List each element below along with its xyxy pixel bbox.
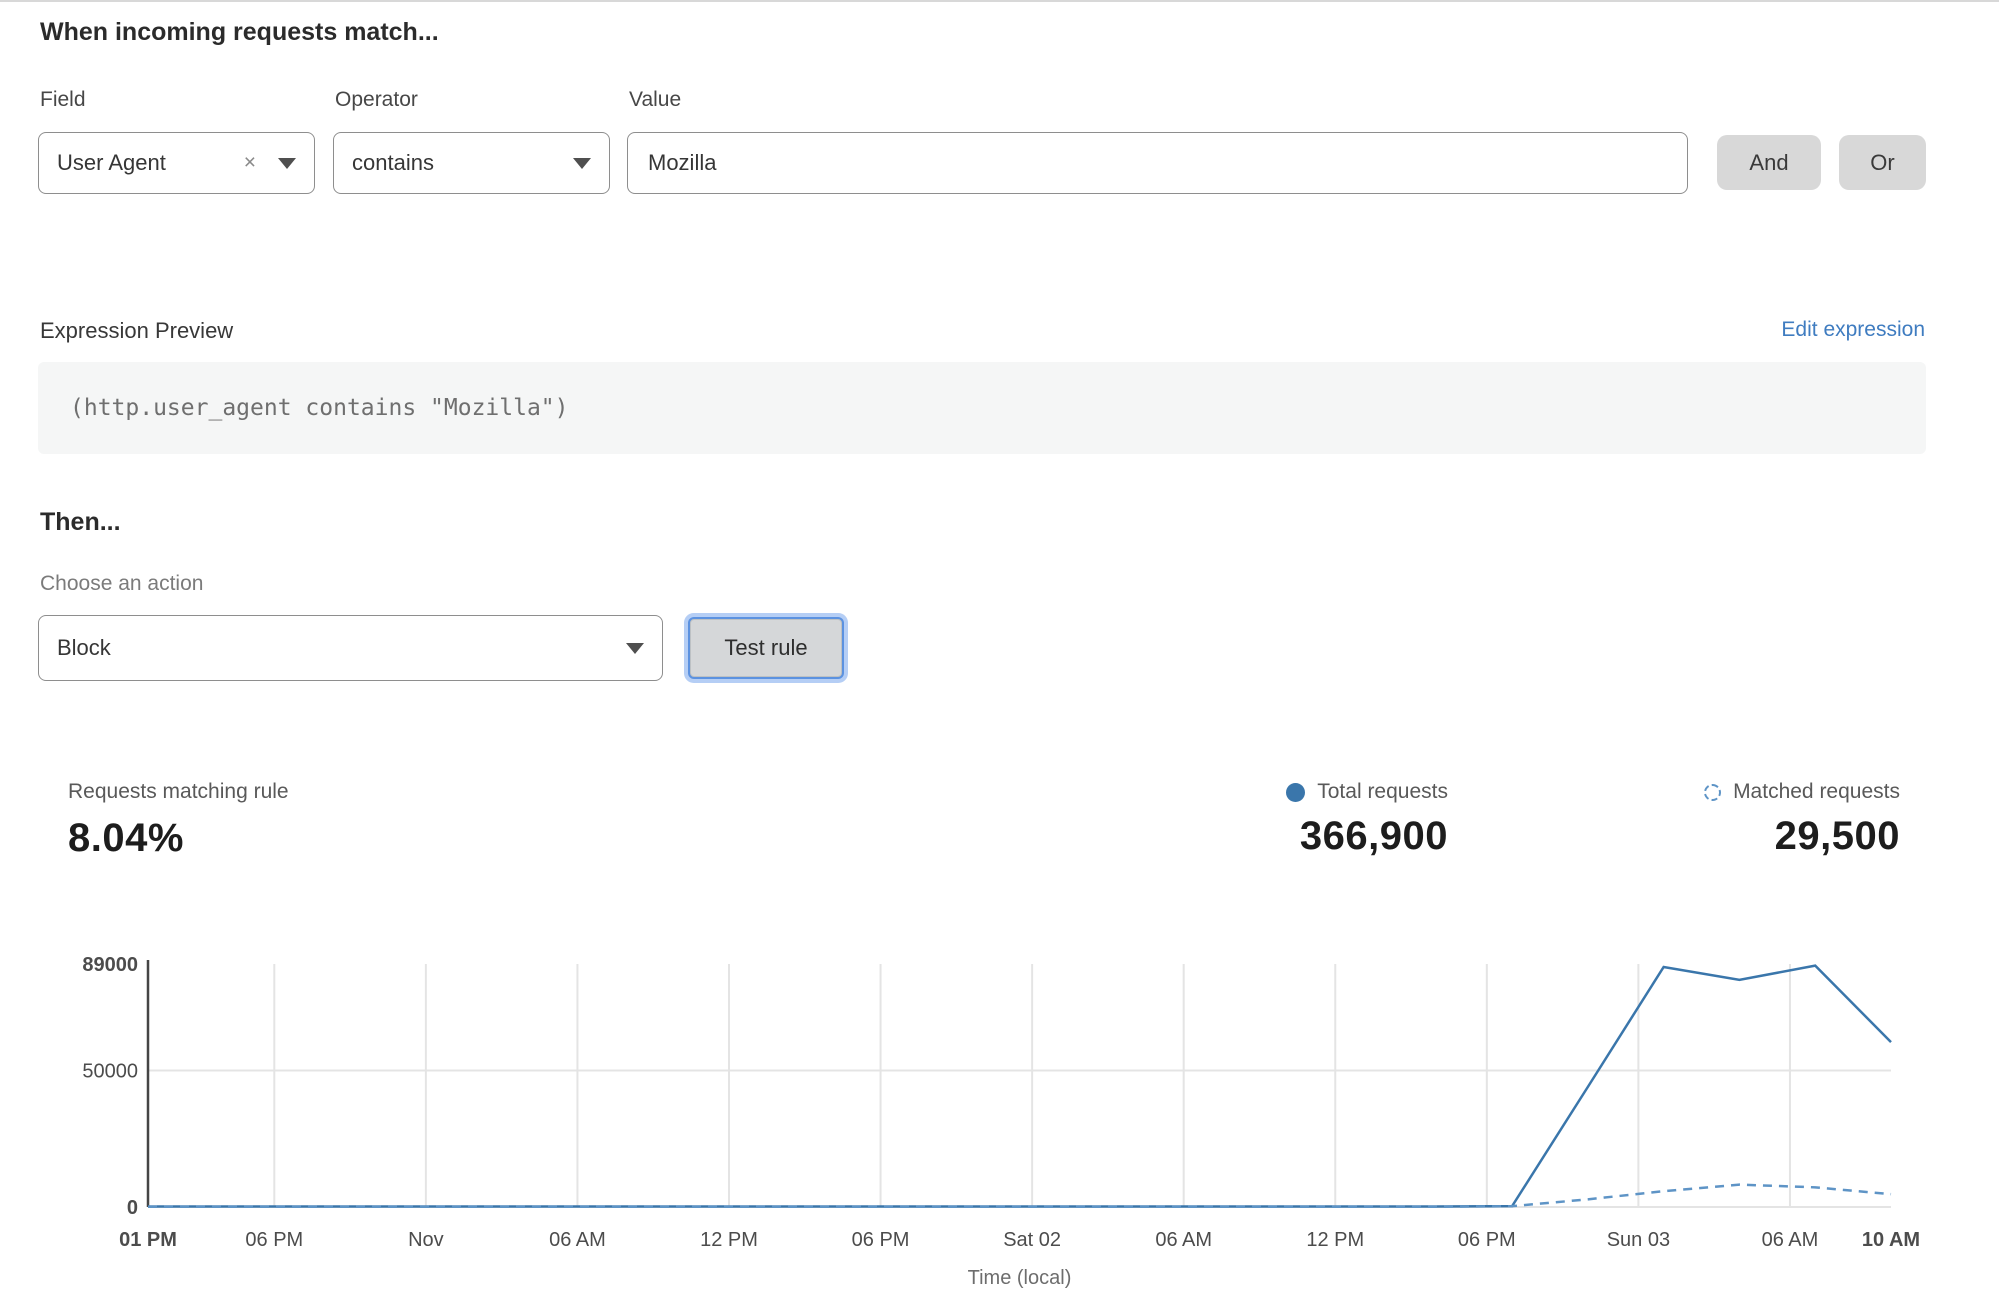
- total-requests-label: Total requests: [1317, 780, 1448, 803]
- y-tick-label: 0: [127, 1197, 138, 1219]
- or-button[interactable]: Or: [1839, 135, 1926, 190]
- test-rule-button[interactable]: Test rule: [690, 619, 842, 677]
- page-title: When incoming requests match...: [40, 18, 439, 46]
- x-tick-label: 06 PM: [1458, 1229, 1516, 1251]
- matched-requests-label: Matched requests: [1733, 780, 1900, 803]
- x-tick-label: 06 PM: [245, 1229, 303, 1251]
- x-tick-label: 06 AM: [1762, 1229, 1819, 1251]
- x-tick-label: 06 PM: [852, 1229, 910, 1251]
- total-requests-dot-icon: [1286, 782, 1306, 802]
- x-tick-label: Sun 03: [1607, 1229, 1670, 1251]
- total-requests-line: [148, 964, 1892, 1208]
- value-label: Value: [629, 88, 682, 111]
- action-select-value: Block: [57, 635, 111, 660]
- and-button[interactable]: And: [1717, 135, 1821, 190]
- x-tick-label: 12 PM: [700, 1229, 758, 1251]
- clear-field-icon[interactable]: ×: [243, 151, 256, 174]
- matched-requests-line: [148, 1183, 1892, 1209]
- x-tick-label: 12 PM: [1306, 1229, 1364, 1251]
- then-heading: Then...: [40, 508, 121, 536]
- field-label: Field: [40, 88, 86, 111]
- chevron-down-icon: [626, 642, 644, 654]
- traffic-chart: 01 PM 06 PM Nov 06 AM 12 PM 06 PM Sat 02 06 AM 1…: [82, 954, 1920, 1289]
- x-axis-title: Time (local): [968, 1267, 1072, 1289]
- edit-expression-link[interactable]: Edit expression: [1781, 318, 1925, 341]
- expression-preview-label: Expression Preview: [40, 318, 234, 343]
- x-tick-label: 10 AM: [1862, 1229, 1920, 1251]
- chevron-down-icon: [278, 157, 296, 169]
- matching-rule-value: 8.04%: [68, 816, 184, 860]
- chevron-down-icon: [573, 157, 591, 169]
- matched-requests-legend: Matched requests: [1600, 780, 1900, 804]
- x-tick-label: Sat 02: [1003, 1229, 1061, 1251]
- choose-action-label: Choose an action: [40, 572, 204, 595]
- expression-preview-box: (http.user_agent contains "Mozilla"): [38, 362, 1926, 454]
- value-input[interactable]: [627, 132, 1688, 194]
- matched-requests-dashed-circle-icon: [1704, 783, 1722, 801]
- field-select[interactable]: User Agent ×: [38, 132, 315, 194]
- matched-requests-value: 29,500: [1774, 814, 1900, 858]
- operator-select-value: contains: [352, 150, 434, 175]
- total-requests-value: 366,900: [1299, 814, 1448, 858]
- action-select[interactable]: Block: [38, 615, 663, 681]
- x-tick-label: Nov: [408, 1229, 444, 1251]
- total-requests-legend: Total requests: [1148, 780, 1448, 804]
- operator-label: Operator: [335, 88, 418, 111]
- y-tick-label: 50000: [82, 1060, 138, 1082]
- x-tick-label: 06 AM: [1155, 1229, 1212, 1251]
- expression-code: (http.user_agent contains "Mozilla"): [70, 395, 569, 421]
- x-tick-label: 01 PM: [119, 1229, 177, 1251]
- y-tick-label: 89000: [82, 954, 138, 976]
- x-tick-label: 06 AM: [549, 1229, 606, 1251]
- matching-rule-label: Requests matching rule: [68, 780, 289, 803]
- operator-select[interactable]: contains: [333, 132, 610, 194]
- field-select-value: User Agent: [57, 150, 166, 175]
